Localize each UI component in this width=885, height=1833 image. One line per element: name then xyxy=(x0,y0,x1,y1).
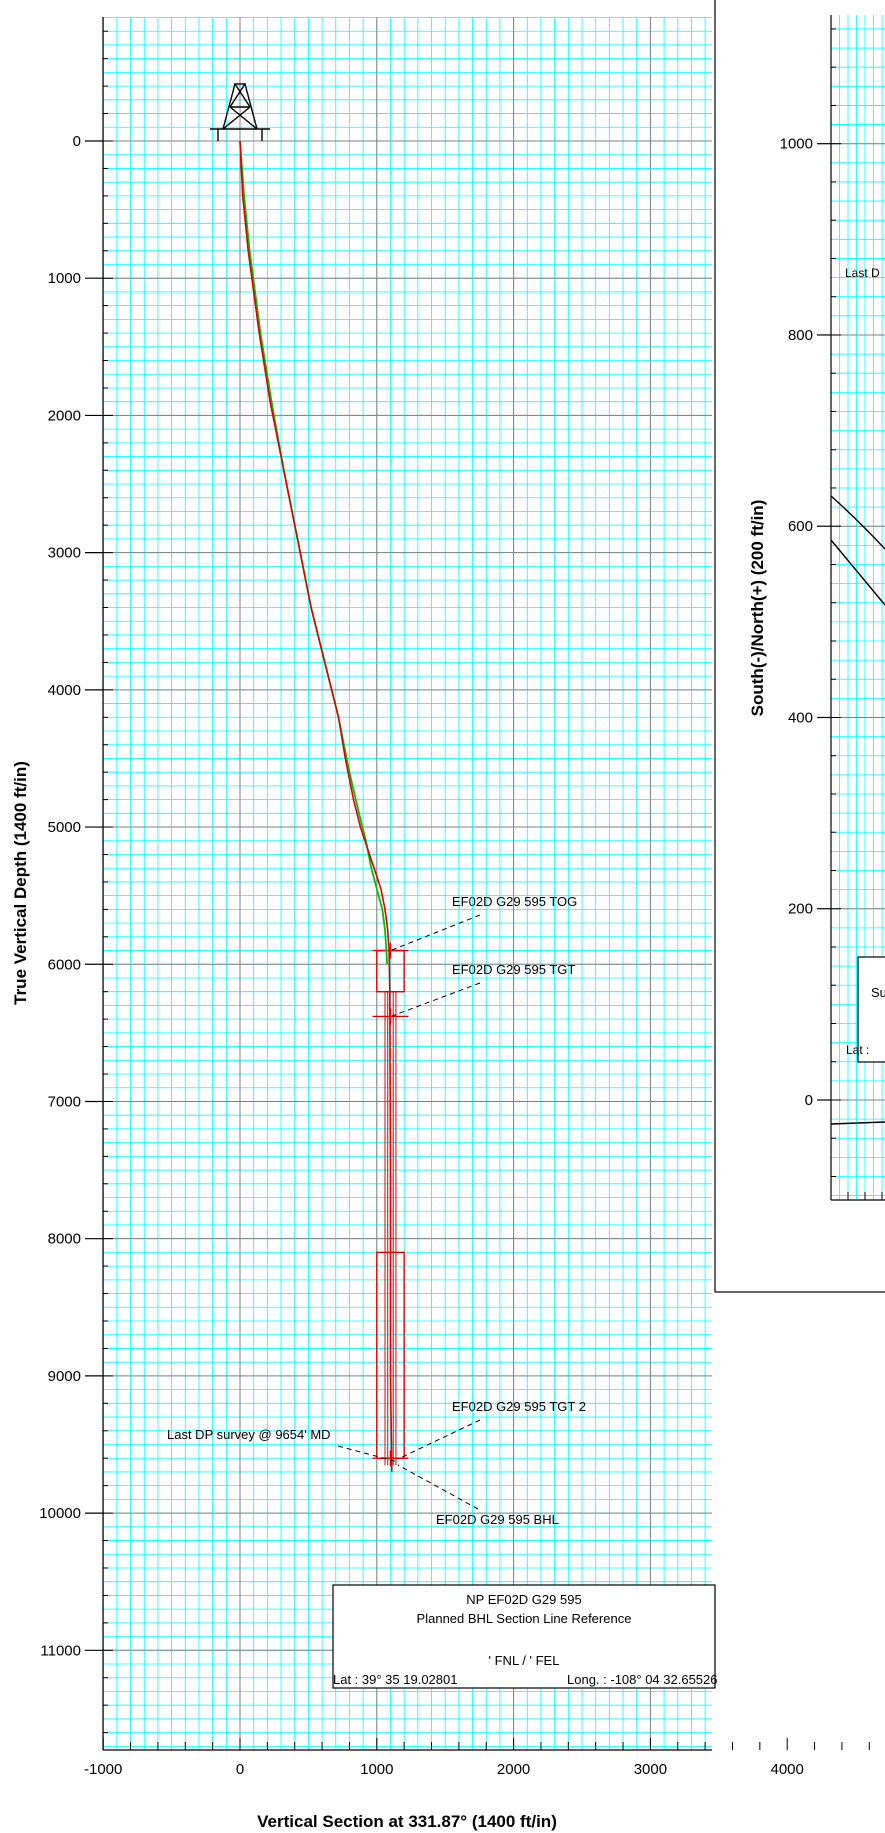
annotation-label: EF02D G29 595 BHL xyxy=(436,1512,559,1527)
info-box-long: Long. : -108° 04 32.65526 xyxy=(567,1672,718,1687)
plot-background xyxy=(103,17,712,1750)
y-tick-label: 7000 xyxy=(48,1093,81,1110)
inset-annotation-label: Last D xyxy=(845,266,880,280)
inset-path-lower xyxy=(831,539,885,606)
inset-y-tick-label: 600 xyxy=(788,518,813,535)
annotation-leader xyxy=(391,914,481,951)
rig-brace xyxy=(222,106,251,130)
info-box: NP EF02D G29 595 Planned BHL Section Line… xyxy=(332,1584,718,1689)
x-tick-label: 2000 xyxy=(497,1761,530,1778)
y-tick-label: 10000 xyxy=(39,1505,81,1522)
info-box-frame xyxy=(332,1584,716,1689)
inset-info-box-line: Su xyxy=(871,985,885,1000)
y-tick-label: 3000 xyxy=(48,545,81,562)
rig-leg xyxy=(222,83,236,130)
y-tick-label: 6000 xyxy=(48,956,81,973)
series-group xyxy=(239,140,393,1472)
y-tick-label: 8000 xyxy=(48,1231,81,1248)
x-tick-label: 4000 xyxy=(771,1761,804,1778)
y-tick-label: 1000 xyxy=(48,270,81,287)
annotation-leader xyxy=(397,1464,479,1510)
info-box-line: NP EF02D G29 595 xyxy=(466,1592,581,1607)
y-tick-label: 11000 xyxy=(40,1642,81,1659)
inset-frame xyxy=(714,0,885,1293)
inset-y-axis-title: South(-)/North(+) (200 ft/in) xyxy=(748,500,767,717)
rig-icon xyxy=(210,83,270,141)
y-tick-label: 9000 xyxy=(48,1368,81,1385)
inset-info-box-lat: Lat : xyxy=(846,1043,869,1057)
annotation-label: EF02D G29 595 TGT xyxy=(452,962,575,977)
y-tick-label: 4000 xyxy=(48,682,81,699)
inset-path-upper xyxy=(831,495,885,550)
inset-y-tick-label: 0 xyxy=(805,1092,813,1109)
annotation-leader xyxy=(391,982,481,1017)
x-tick-label: -1000 xyxy=(84,1761,122,1778)
annotations: EF02D G29 595 TOG EF02D G29 595 TGT EF02D … xyxy=(167,894,586,1527)
plan-view-inset: 0 200 400 600 800 1000 South(-)/North(+) (200 … xyxy=(714,0,885,1293)
inset-y-tick-label: 200 xyxy=(788,901,813,918)
inset-y-tick-label: 800 xyxy=(788,327,813,344)
vertical-section-plot: 0100020003000400050006000700080009000100… xyxy=(11,17,870,1831)
rig-brace xyxy=(234,83,251,108)
y-tick-label: 2000 xyxy=(48,407,81,424)
rig-brace xyxy=(229,83,246,108)
rig-brace xyxy=(229,106,258,130)
y-tick-label: 0 xyxy=(73,133,81,150)
x-tick-label: 0 xyxy=(236,1761,244,1778)
annotation-label: Last DP survey @ 9654' MD xyxy=(167,1427,331,1442)
y-tick-label: 5000 xyxy=(48,819,81,836)
annotation-label: EF02D G29 595 TGT 2 xyxy=(452,1399,586,1414)
info-box-lat: Lat : 39° 35 19.02801 xyxy=(333,1672,457,1687)
x-axis-title: Vertical Section at 331.87° (1400 ft/in) xyxy=(257,1812,557,1831)
y-axis-title: True Vertical Depth (1400 ft/in) xyxy=(11,761,30,1005)
inset-y-tick-label: 1000 xyxy=(780,136,813,153)
annotation-leader xyxy=(397,1419,481,1460)
info-box-line: ' FNL / ' FEL xyxy=(489,1653,560,1668)
rig-leg xyxy=(244,83,258,130)
inset-paths xyxy=(831,495,885,1125)
annotation-leader xyxy=(337,1445,399,1463)
inset-path-bottom xyxy=(831,1121,885,1125)
annotation-label: EF02D G29 595 TOG xyxy=(452,894,577,909)
main-grid xyxy=(103,17,712,1750)
info-box-line: Planned BHL Section Line Reference xyxy=(417,1611,632,1626)
x-tick-label: 3000 xyxy=(634,1761,667,1778)
series-line-actual xyxy=(239,140,393,1472)
inset-info-box xyxy=(857,956,885,1063)
inset-y-tick-label: 400 xyxy=(788,709,813,726)
x-tick-label: 1000 xyxy=(360,1761,393,1778)
